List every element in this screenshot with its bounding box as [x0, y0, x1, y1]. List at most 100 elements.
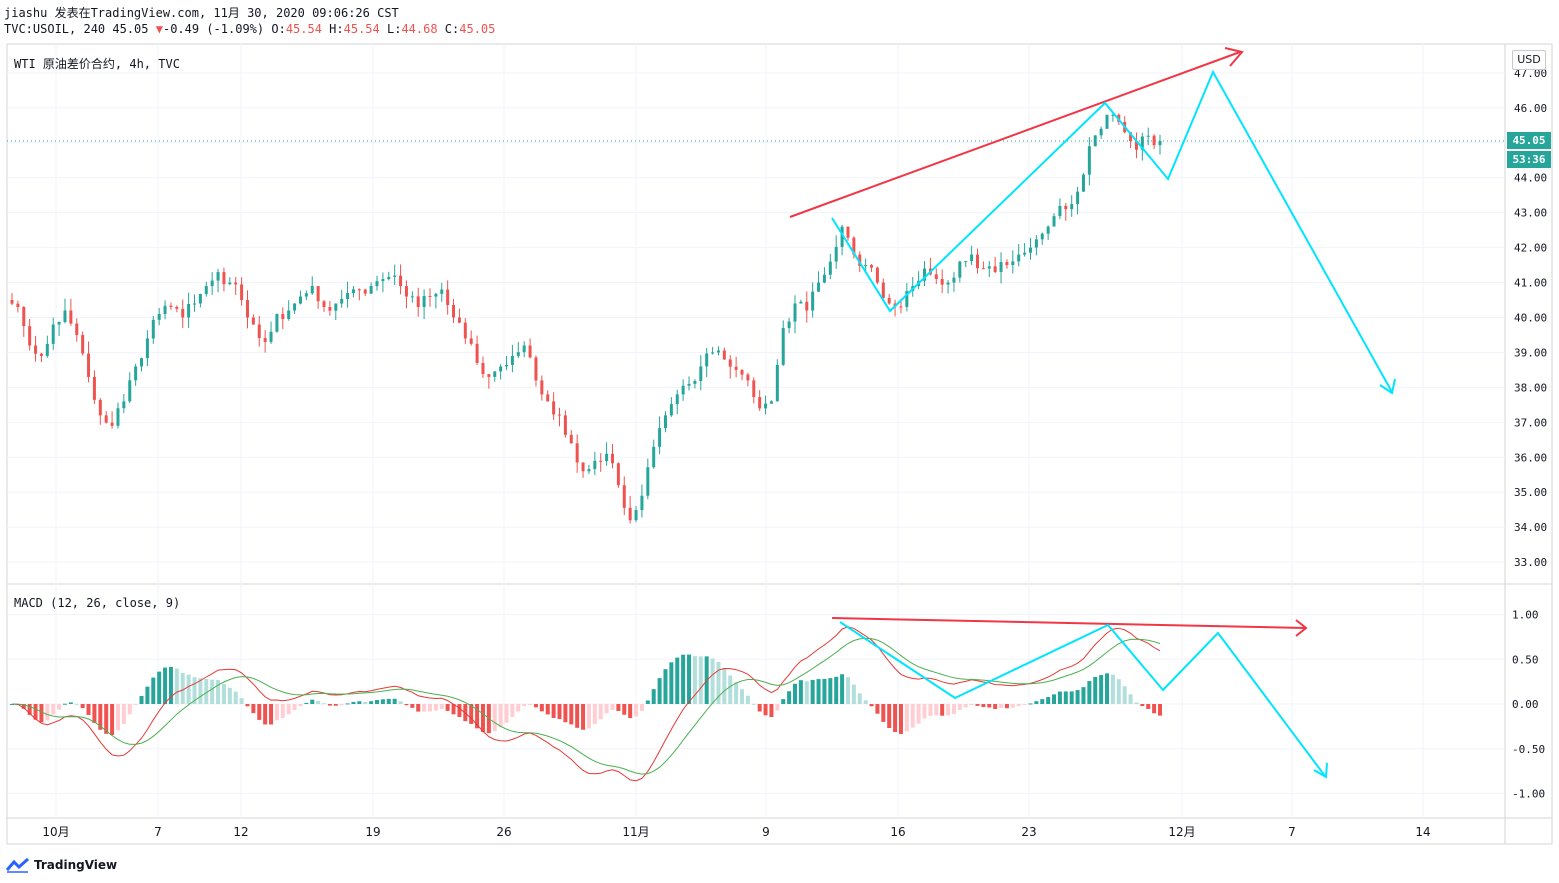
price-tick-label: 33.00 [1514, 556, 1547, 569]
candle [764, 395, 768, 415]
macd-histogram-bar [1122, 686, 1127, 704]
candle [817, 271, 821, 292]
candle [505, 355, 509, 371]
candlestick-series [10, 112, 1162, 524]
tradingview-logo[interactable]: TradingView [6, 855, 117, 875]
macd-histogram-bar [351, 701, 356, 704]
macd-histogram-bar [280, 704, 285, 718]
candle [634, 506, 638, 523]
candle [558, 407, 562, 427]
candle [946, 280, 950, 294]
candle-body [216, 272, 220, 281]
macd-histogram-bar [168, 666, 173, 704]
candle-body [440, 289, 444, 294]
macd-histogram-bar [751, 703, 756, 705]
candle [593, 451, 597, 476]
currency-button[interactable]: USD [1512, 50, 1546, 70]
candle [134, 363, 138, 386]
macd-histogram-bar [716, 661, 721, 704]
macd-histogram-bar [210, 679, 215, 704]
macd-histogram-bar [1116, 679, 1121, 704]
candle-body [22, 307, 26, 327]
annotation-cyan-path[interactable] [831, 69, 1396, 395]
annotation-cyan-macd-path[interactable] [839, 621, 1328, 779]
macd-pane-title: MACD (12, 26, close, 9) [14, 596, 181, 610]
candle [640, 484, 644, 518]
candle [575, 434, 579, 473]
macd-histogram-bar [663, 669, 668, 704]
macd-histogram-bar [121, 704, 126, 724]
macd-histogram-bar [398, 701, 403, 704]
candle-body [546, 394, 550, 402]
candle [163, 300, 167, 320]
candle-body [940, 279, 944, 285]
candle [269, 321, 273, 345]
candle-body [987, 266, 991, 269]
open-value: 45.54 [285, 22, 322, 36]
candle [304, 290, 308, 301]
candle-body [775, 364, 779, 402]
candle-body [599, 460, 603, 462]
candle [646, 458, 650, 500]
candle [145, 330, 149, 367]
candle-body [452, 305, 456, 318]
macd-histogram-bar [369, 701, 374, 704]
macd-histogram-bar [645, 700, 650, 704]
price-tick-label: 41.00 [1514, 277, 1547, 290]
candle [870, 263, 874, 272]
candle-body [634, 510, 638, 521]
candle [970, 245, 974, 266]
macd-histogram-bar [1052, 694, 1057, 704]
candle-body [640, 495, 644, 511]
candle [987, 261, 991, 278]
annotation-red-macd-arrow[interactable] [831, 617, 1308, 637]
candle [746, 372, 750, 387]
grid [7, 44, 1505, 818]
macd-histogram-bar [286, 704, 291, 715]
logo-text: TradingView [34, 858, 118, 872]
macd-histogram-bar [710, 658, 715, 704]
macd-histogram-bar [999, 704, 1004, 709]
annotation-red-trend-arrow[interactable] [789, 47, 1244, 218]
candle-body [481, 362, 485, 375]
macd-histogram-bar [887, 704, 892, 729]
candle [1076, 186, 1080, 215]
time-tick-label: 23 [1021, 825, 1036, 839]
macd-histogram-bar [62, 703, 67, 705]
candle-body [552, 401, 556, 415]
macd-histogram-bar [292, 704, 297, 711]
candle [1064, 203, 1068, 221]
macd-histogram-bar [498, 704, 503, 728]
time-tick-label: 14 [1415, 825, 1430, 839]
candle-body [1040, 233, 1044, 240]
macd-histogram-bar [957, 704, 962, 710]
candle [440, 282, 444, 302]
candle [834, 235, 838, 269]
macd-histogram-bar [757, 704, 762, 712]
macd-histogram-bar [1028, 703, 1033, 705]
candle-body [858, 254, 862, 267]
candle [128, 372, 132, 404]
macd-histogram-bar [504, 704, 509, 723]
candle-body [81, 334, 85, 354]
candle [210, 272, 214, 296]
candle [457, 308, 461, 324]
candle-body [1070, 204, 1074, 210]
candle-body [210, 280, 214, 287]
candle [1158, 134, 1162, 155]
candle [887, 293, 891, 305]
macd-histogram-bar [851, 684, 856, 704]
macd-histogram-bar [151, 677, 156, 704]
candle-body [234, 282, 238, 285]
candle-body [169, 305, 173, 308]
macd-histogram-bar [327, 704, 332, 706]
price-tick-label: 43.00 [1514, 207, 1547, 220]
price-axis: 47.0046.0045.0044.0043.0042.0041.0040.00… [1514, 67, 1547, 569]
candle [605, 442, 609, 466]
candle [399, 264, 403, 295]
macd-histogram-bar [1158, 704, 1162, 716]
candle [546, 390, 550, 402]
candle [610, 443, 614, 469]
candle-body [104, 415, 108, 423]
